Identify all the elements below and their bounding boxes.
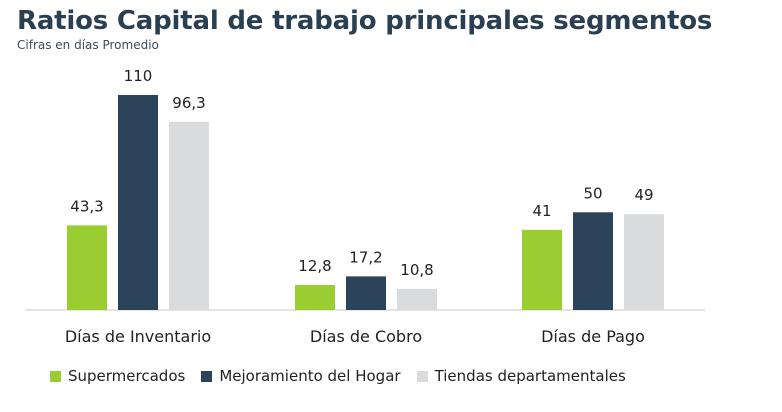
category-label-pago: Días de Pago [541,327,645,346]
legend-swatch-mejoramiento [201,370,213,382]
data-label-tiendas-inventario: 96,3 [172,94,205,112]
chart-title: Ratios Capital de trabajo principales se… [17,6,713,36]
legend-swatch-supermercados [50,370,61,382]
legend-label-supermercados: Supermercados [68,367,186,385]
chart-legend: Supermercados Mejoramiento del Hogar Tie… [50,367,642,385]
bar-tiendas-cobro [397,288,437,310]
bar-mejoramiento-cobro [346,276,386,310]
category-label-inventario: Días de Inventario [65,327,211,346]
legend-swatch-tiendas [416,370,428,382]
data-label-tiendas-pago: 49 [634,186,653,204]
bar-supermercados-inventario [67,225,107,310]
bar-supermercados-pago [522,229,562,310]
data-label-supermercados-cobro: 12,8 [298,257,331,275]
legend-item-supermercados: Supermercados [50,367,185,385]
legend-label-tiendas: Tiendas departamentales [434,367,626,385]
bar-tiendas-inventario [169,121,209,310]
legend-item-tiendas: Tiendas departamentales [416,367,626,385]
data-label-mejoramiento-pago: 50 [583,184,602,202]
bar-tiendas-pago [624,214,664,310]
data-label-mejoramiento-inventario: 110 [124,67,153,85]
bar-mejoramiento-pago [573,212,613,310]
data-label-supermercados-inventario: 43,3 [70,197,103,215]
data-label-mejoramiento-cobro: 17,2 [349,248,382,266]
legend-label-mejoramiento: Mejoramiento del Hogar [219,367,401,385]
category-label-cobro: Días de Cobro [310,327,422,346]
legend-item-mejoramiento: Mejoramiento del Hogar [201,367,401,385]
data-label-tiendas-cobro: 10,8 [400,261,433,279]
bar-mejoramiento-inventario [118,95,158,310]
bar-supermercados-cobro [295,284,335,310]
chart-subtitle: Cifras en días Promedio [17,38,159,52]
data-label-supermercados-pago: 41 [532,202,551,220]
